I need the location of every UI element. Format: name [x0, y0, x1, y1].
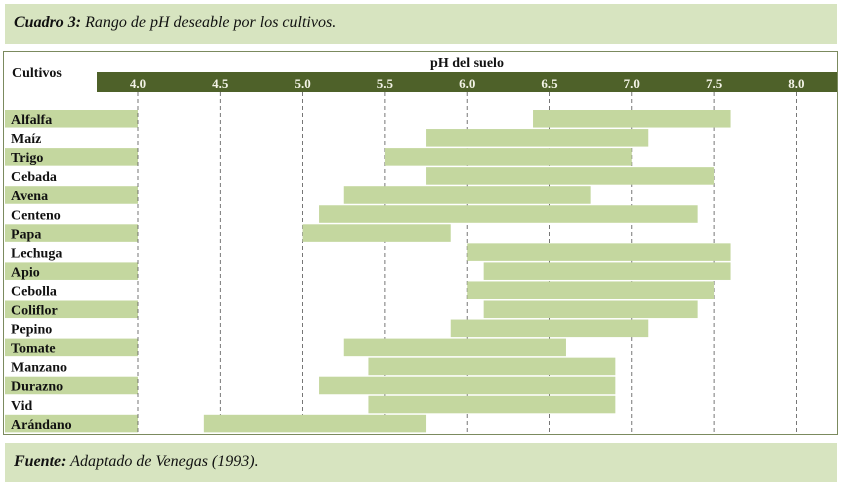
row-stripe	[5, 376, 138, 395]
row-stripe	[5, 224, 138, 242]
crop-label: Arándano	[11, 418, 72, 433]
crop-label: Trigo	[11, 151, 43, 166]
range-bar-alfalfa	[533, 110, 731, 128]
range-bar-maíz	[426, 129, 649, 147]
tick-label: 5.5	[377, 76, 394, 91]
tick-label: 7.0	[624, 76, 640, 91]
crop-label: Manzano	[11, 361, 67, 376]
row-stripe	[5, 300, 138, 319]
x-axis-label: pH del suelo	[430, 56, 504, 71]
crop-label: Coliflor	[11, 304, 58, 319]
ph-range-chart: Cultivos pH del suelo 4.0 4.5 5.0 5.5 6.0 6.5 7.…	[3, 51, 838, 435]
tick-label: 6.5	[541, 76, 558, 91]
crop-label: Maíz	[11, 132, 41, 147]
chart-svg: Cultivos pH del suelo 4.0 4.5 5.0 5.5 6.0 6.5 7.…	[5, 56, 837, 434]
range-bar-arándano	[203, 414, 427, 433]
range-bar-tomate	[343, 338, 566, 357]
tick-label: 8.0	[788, 76, 804, 91]
row-stripe	[5, 338, 138, 357]
caption-text: Rango de pH deseable por los cultivos.	[81, 14, 337, 31]
crop-label: Centeno	[11, 208, 61, 223]
source-note: Fuente: Adaptado de Venegas (1993).	[5, 443, 837, 482]
source-label: Fuente:	[14, 453, 67, 470]
range-bar-coliflor	[483, 300, 698, 319]
axis-header-bar	[97, 72, 837, 92]
range-bar-trigo	[384, 148, 632, 166]
range-bar-pepino	[450, 319, 649, 338]
row-stripe	[5, 186, 138, 204]
range-bar-cebolla	[467, 281, 715, 299]
range-bar-centeno	[319, 205, 698, 223]
crop-label: Lechuga	[11, 246, 62, 261]
row-stripe	[5, 148, 138, 166]
row-stripe	[5, 262, 138, 280]
crop-label: Cebolla	[11, 284, 57, 299]
range-bar-papa	[302, 224, 451, 242]
range-bar-cebada	[426, 167, 715, 185]
row-stripe	[5, 110, 138, 128]
source-text: Adaptado de Venegas (1993).	[66, 453, 259, 470]
crop-label: Tomate	[11, 342, 56, 357]
tick-label: 4.5	[212, 76, 229, 91]
caption-label: Cuadro 3:	[14, 14, 82, 31]
crop-label: Papa	[11, 227, 41, 242]
tick-label: 7.5	[706, 76, 723, 91]
range-bar-manzano	[368, 357, 616, 376]
table-caption: Cuadro 3: Rango de pH deseable por los c…	[5, 4, 837, 44]
range-bar-avena	[343, 186, 591, 204]
tick-label: 4.0	[130, 76, 146, 91]
row-header: Cultivos	[12, 66, 62, 81]
crop-label: Apio	[11, 265, 40, 280]
tick-label: 5.0	[294, 76, 310, 91]
range-bar-durazno	[319, 376, 616, 395]
crop-label: Durazno	[11, 380, 63, 395]
range-bar-vid	[368, 395, 616, 414]
range-bar-lechuga	[467, 243, 731, 261]
row-stripe	[5, 414, 138, 433]
crop-label: Cebada	[11, 170, 57, 185]
crop-label: Pepino	[11, 323, 52, 338]
range-bar-apio	[483, 262, 731, 280]
crop-label: Alfalfa	[11, 113, 52, 128]
tick-label: 6.0	[459, 76, 475, 91]
crop-label: Vid	[11, 399, 32, 414]
crop-label: Avena	[11, 189, 48, 204]
